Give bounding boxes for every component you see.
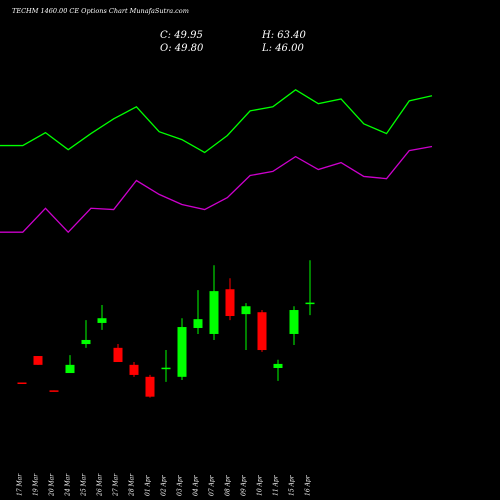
- x-tick-label: 20 Mar: [49, 473, 56, 497]
- x-tick-label: 26 Mar: [97, 473, 104, 497]
- x-tick-label: 11 Apr: [273, 474, 280, 496]
- ohlc-label: L: 46.00: [261, 43, 304, 54]
- candle-body: [113, 347, 123, 363]
- x-tick-label: 16 Apr: [305, 474, 312, 496]
- x-tick-label: 08 Apr: [225, 474, 232, 496]
- candle-body: [145, 376, 155, 397]
- x-tick-label: 19 Mar: [33, 473, 40, 496]
- x-tick-label: 04 Apr: [193, 474, 200, 496]
- candle-body: [49, 390, 59, 392]
- candle-body: [305, 302, 315, 305]
- ohlc-label: O: 49.80: [160, 43, 204, 54]
- x-tick-label: 01 Apr: [145, 474, 152, 496]
- candle-body: [193, 319, 203, 328]
- x-tick-label: 03 Apr: [177, 474, 184, 496]
- x-tick-label: 10 Apr: [257, 474, 264, 496]
- chart-title: TECHM 1460.00 CE Options Chart MunafaSut…: [12, 7, 189, 15]
- candle-body: [225, 289, 235, 317]
- x-tick-label: 28 Mar: [129, 473, 136, 497]
- x-tick-label: 27 Mar: [113, 473, 120, 497]
- indicator-line: [0, 145, 433, 234]
- candle-body: [65, 364, 75, 374]
- candle-body: [289, 310, 299, 334]
- x-tick-label: 17 Mar: [17, 473, 24, 496]
- candle-body: [209, 291, 219, 334]
- candle-body: [33, 356, 43, 365]
- x-tick-label: 02 Apr: [161, 474, 168, 496]
- candle-body: [241, 306, 251, 315]
- candle-body: [177, 327, 187, 377]
- candle-body: [81, 339, 91, 345]
- candle-body: [129, 364, 139, 375]
- candle-body: [161, 367, 171, 370]
- ohlc-label: C: 49.95: [160, 30, 203, 41]
- candle-body: [273, 363, 283, 368]
- candle-body: [17, 382, 27, 384]
- x-tick-label: 24 Mar: [65, 473, 72, 497]
- ohlc-label: H: 63.40: [261, 30, 307, 41]
- x-tick-label: 07 Apr: [209, 474, 216, 496]
- candle-body: [257, 312, 267, 351]
- candle-body: [97, 318, 107, 323]
- x-tick-label: 25 Mar: [81, 473, 88, 497]
- x-tick-label: 15 Apr: [289, 474, 296, 496]
- indicator-line: [0, 89, 433, 154]
- x-tick-label: 09 Apr: [241, 474, 248, 496]
